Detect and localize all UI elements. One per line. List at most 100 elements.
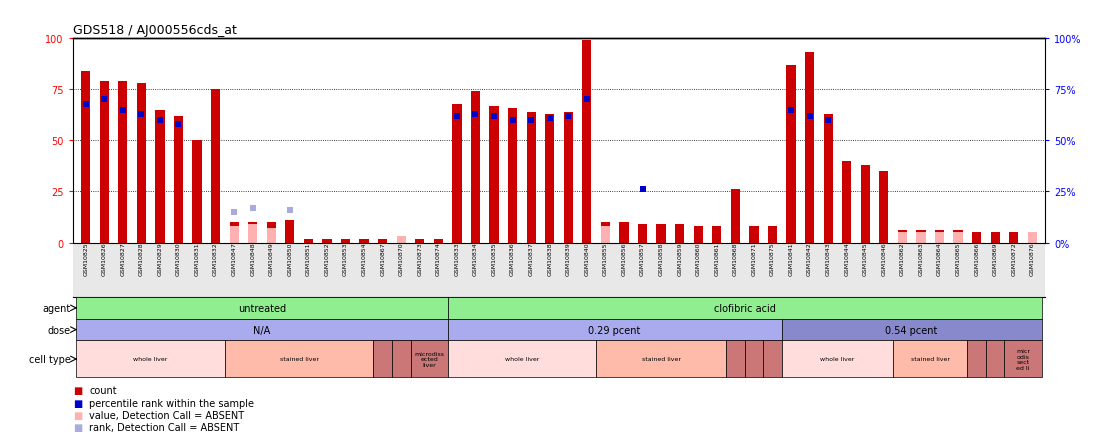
Text: stained liver: stained liver xyxy=(642,357,681,362)
Bar xyxy=(898,231,907,243)
Bar xyxy=(861,165,870,243)
Text: whole liver: whole liver xyxy=(504,357,539,362)
Bar xyxy=(764,341,781,378)
Bar xyxy=(508,108,518,243)
Bar xyxy=(397,239,406,243)
Bar xyxy=(786,66,796,243)
Bar xyxy=(600,223,610,243)
Bar xyxy=(1027,233,1038,243)
Text: ■: ■ xyxy=(73,410,82,420)
Bar xyxy=(749,227,758,243)
Bar xyxy=(378,239,387,243)
Bar xyxy=(490,106,499,243)
Bar xyxy=(546,115,555,243)
Bar xyxy=(434,239,443,243)
Bar xyxy=(229,227,239,243)
Bar xyxy=(410,341,447,378)
Bar xyxy=(155,110,164,243)
Bar xyxy=(360,239,369,243)
Text: N/A: N/A xyxy=(254,325,271,335)
Text: count: count xyxy=(89,386,117,395)
Text: agent: agent xyxy=(42,303,70,313)
Text: whole liver: whole liver xyxy=(133,357,168,362)
Bar xyxy=(986,341,1004,378)
Bar xyxy=(972,233,982,243)
Text: clofibric acid: clofibric acid xyxy=(713,303,776,313)
Text: 0.54 pcent: 0.54 pcent xyxy=(885,325,938,335)
Bar xyxy=(745,341,764,378)
Bar xyxy=(781,341,893,378)
Bar xyxy=(192,141,201,243)
Bar xyxy=(447,319,781,341)
Bar xyxy=(898,233,907,243)
Bar xyxy=(304,239,313,243)
Bar xyxy=(415,239,425,243)
Bar xyxy=(211,90,220,243)
Text: ■: ■ xyxy=(73,386,82,395)
Text: cell type: cell type xyxy=(29,354,70,364)
Text: microdiss
ected
liver: microdiss ected liver xyxy=(414,351,444,368)
Bar xyxy=(563,112,572,243)
Bar xyxy=(954,231,963,243)
Text: ■: ■ xyxy=(73,398,82,408)
Bar xyxy=(893,341,967,378)
Bar xyxy=(80,72,91,243)
Bar xyxy=(322,239,332,243)
Bar xyxy=(173,117,183,243)
Bar xyxy=(879,171,889,243)
Bar xyxy=(119,82,127,243)
Text: stained liver: stained liver xyxy=(280,357,319,362)
Bar xyxy=(596,341,726,378)
Bar xyxy=(1010,233,1018,243)
Bar xyxy=(935,231,945,243)
Bar xyxy=(954,233,963,243)
Text: untreated: untreated xyxy=(238,303,286,313)
Bar xyxy=(267,223,276,243)
Bar xyxy=(726,341,745,378)
Bar xyxy=(76,319,447,341)
Text: dose: dose xyxy=(48,325,70,335)
Bar xyxy=(285,220,294,243)
Bar xyxy=(267,229,276,243)
Bar xyxy=(248,223,257,243)
Bar xyxy=(731,190,740,243)
Bar xyxy=(447,297,1042,319)
Bar xyxy=(392,341,410,378)
Bar xyxy=(935,233,945,243)
Bar xyxy=(600,227,610,243)
Bar xyxy=(471,92,480,243)
Bar xyxy=(397,237,406,243)
Bar xyxy=(967,341,986,378)
Bar xyxy=(582,41,591,243)
Bar xyxy=(656,225,665,243)
Bar xyxy=(991,233,999,243)
Bar xyxy=(76,341,225,378)
Bar xyxy=(693,227,703,243)
Bar xyxy=(781,319,1042,341)
Bar xyxy=(1004,341,1042,378)
Bar xyxy=(824,115,833,243)
Bar xyxy=(373,341,392,378)
Bar xyxy=(1027,233,1038,243)
Bar xyxy=(341,239,350,243)
Bar xyxy=(76,297,447,319)
Bar xyxy=(136,84,146,243)
Bar xyxy=(453,104,462,243)
Bar xyxy=(225,341,373,378)
Bar xyxy=(768,227,777,243)
Text: micr
odis
sect
ed li: micr odis sect ed li xyxy=(1016,348,1030,370)
Bar xyxy=(917,231,926,243)
Bar xyxy=(675,225,684,243)
Bar xyxy=(619,223,628,243)
Text: stained liver: stained liver xyxy=(911,357,950,362)
Bar xyxy=(229,223,239,243)
Bar xyxy=(712,227,721,243)
Bar xyxy=(100,82,108,243)
Bar xyxy=(805,53,814,243)
Text: whole liver: whole liver xyxy=(821,357,854,362)
Bar xyxy=(447,341,596,378)
Text: percentile rank within the sample: percentile rank within the sample xyxy=(89,398,255,408)
Bar xyxy=(917,233,926,243)
Text: GDS518 / AJ000556cds_at: GDS518 / AJ000556cds_at xyxy=(73,23,237,36)
Bar xyxy=(248,225,257,243)
